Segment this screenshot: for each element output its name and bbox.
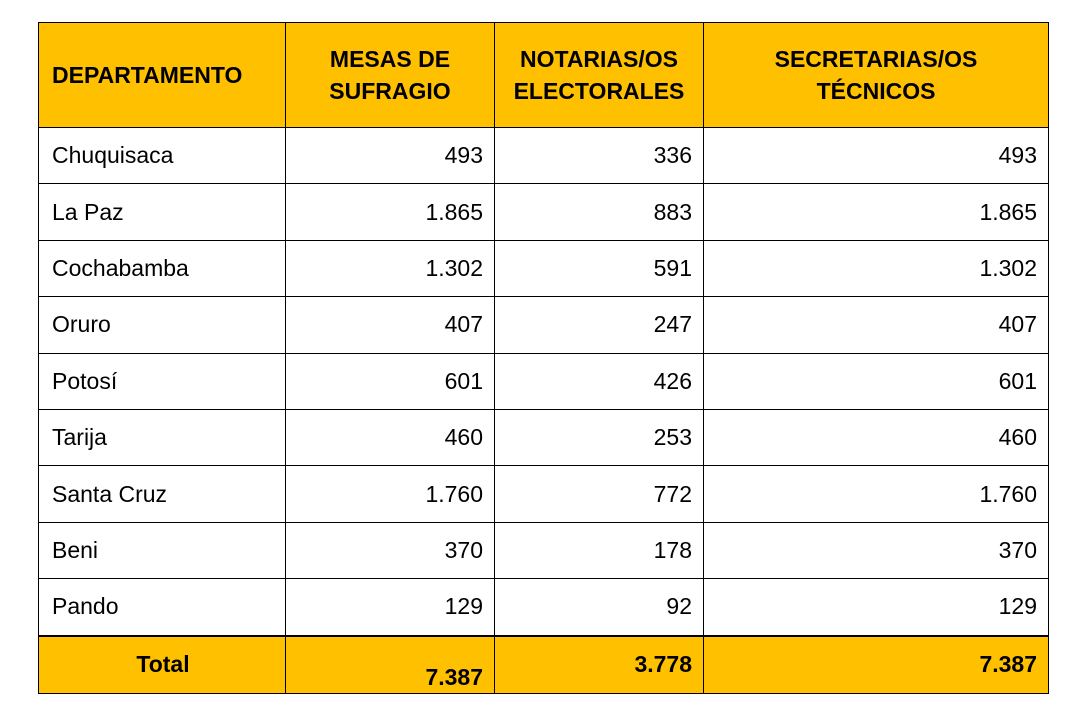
cell-notarias: 92 bbox=[494, 578, 704, 637]
cell-secretarias: 1.865 bbox=[703, 183, 1049, 241]
header-secretarias: SECRETARIAS/OS TÉCNICOS bbox=[703, 22, 1049, 128]
cell-mesas: 1.302 bbox=[285, 239, 495, 298]
cell-secretarias: 407 bbox=[703, 296, 1049, 354]
table-row: Pando 129 92 129 bbox=[38, 578, 1049, 637]
table-row: Tarija 460 253 460 bbox=[38, 408, 1049, 467]
cell-secretarias: 460 bbox=[703, 408, 1049, 467]
cell-mesas: 1.760 bbox=[285, 465, 495, 523]
election-staff-table: DEPARTAMENTO MESAS DE SUFRAGIO NOTARIAS/… bbox=[38, 22, 1049, 694]
cell-mesas: 1.865 bbox=[285, 183, 495, 241]
total-notarias: 3.778 bbox=[494, 634, 704, 694]
cell-secretarias: 1.760 bbox=[703, 465, 1049, 523]
cell-secretarias: 493 bbox=[703, 126, 1049, 185]
cell-notarias: 247 bbox=[494, 296, 704, 354]
total-label: Total bbox=[38, 634, 286, 694]
cell-departamento: Potosí bbox=[38, 352, 286, 410]
cell-departamento: Santa Cruz bbox=[38, 465, 286, 523]
cell-notarias: 336 bbox=[494, 126, 704, 185]
header-mesas: MESAS DE SUFRAGIO bbox=[285, 22, 495, 128]
cell-notarias: 883 bbox=[494, 183, 704, 241]
cell-mesas: 407 bbox=[285, 296, 495, 354]
cell-departamento: Tarija bbox=[38, 408, 286, 467]
cell-mesas: 493 bbox=[285, 126, 495, 185]
cell-secretarias: 601 bbox=[703, 352, 1049, 410]
header-row: DEPARTAMENTO MESAS DE SUFRAGIO NOTARIAS/… bbox=[38, 22, 1049, 128]
table-row: Chuquisaca 493 336 493 bbox=[38, 126, 1049, 185]
cell-mesas: 370 bbox=[285, 521, 495, 580]
total-mesas: 7.387 bbox=[285, 634, 495, 694]
table-row: Santa Cruz 1.760 772 1.760 bbox=[38, 465, 1049, 523]
table-row: Beni 370 178 370 bbox=[38, 521, 1049, 580]
cell-notarias: 253 bbox=[494, 408, 704, 467]
header-departamento: DEPARTAMENTO bbox=[38, 22, 286, 128]
cell-departamento: Chuquisaca bbox=[38, 126, 286, 185]
table-row: Cochabamba 1.302 591 1.302 bbox=[38, 239, 1049, 298]
total-secretarias: 7.387 bbox=[703, 634, 1049, 694]
cell-departamento: Pando bbox=[38, 578, 286, 637]
cell-mesas: 129 bbox=[285, 578, 495, 637]
header-notarias: NOTARIAS/OS ELECTORALES bbox=[494, 22, 704, 128]
cell-mesas: 460 bbox=[285, 408, 495, 467]
cell-departamento: Cochabamba bbox=[38, 239, 286, 298]
table-row: La Paz 1.865 883 1.865 bbox=[38, 183, 1049, 241]
cell-notarias: 591 bbox=[494, 239, 704, 298]
cell-departamento: Oruro bbox=[38, 296, 286, 354]
cell-notarias: 772 bbox=[494, 465, 704, 523]
cell-secretarias: 370 bbox=[703, 521, 1049, 580]
cell-notarias: 426 bbox=[494, 352, 704, 410]
cell-secretarias: 129 bbox=[703, 578, 1049, 637]
cell-notarias: 178 bbox=[494, 521, 704, 580]
table-row: Potosí 601 426 601 bbox=[38, 352, 1049, 410]
cell-mesas: 601 bbox=[285, 352, 495, 410]
cell-departamento: La Paz bbox=[38, 183, 286, 241]
table-row: Oruro 407 247 407 bbox=[38, 296, 1049, 354]
cell-departamento: Beni bbox=[38, 521, 286, 580]
cell-secretarias: 1.302 bbox=[703, 239, 1049, 298]
total-row: Total 7.387 3.778 7.387 bbox=[38, 634, 1049, 694]
